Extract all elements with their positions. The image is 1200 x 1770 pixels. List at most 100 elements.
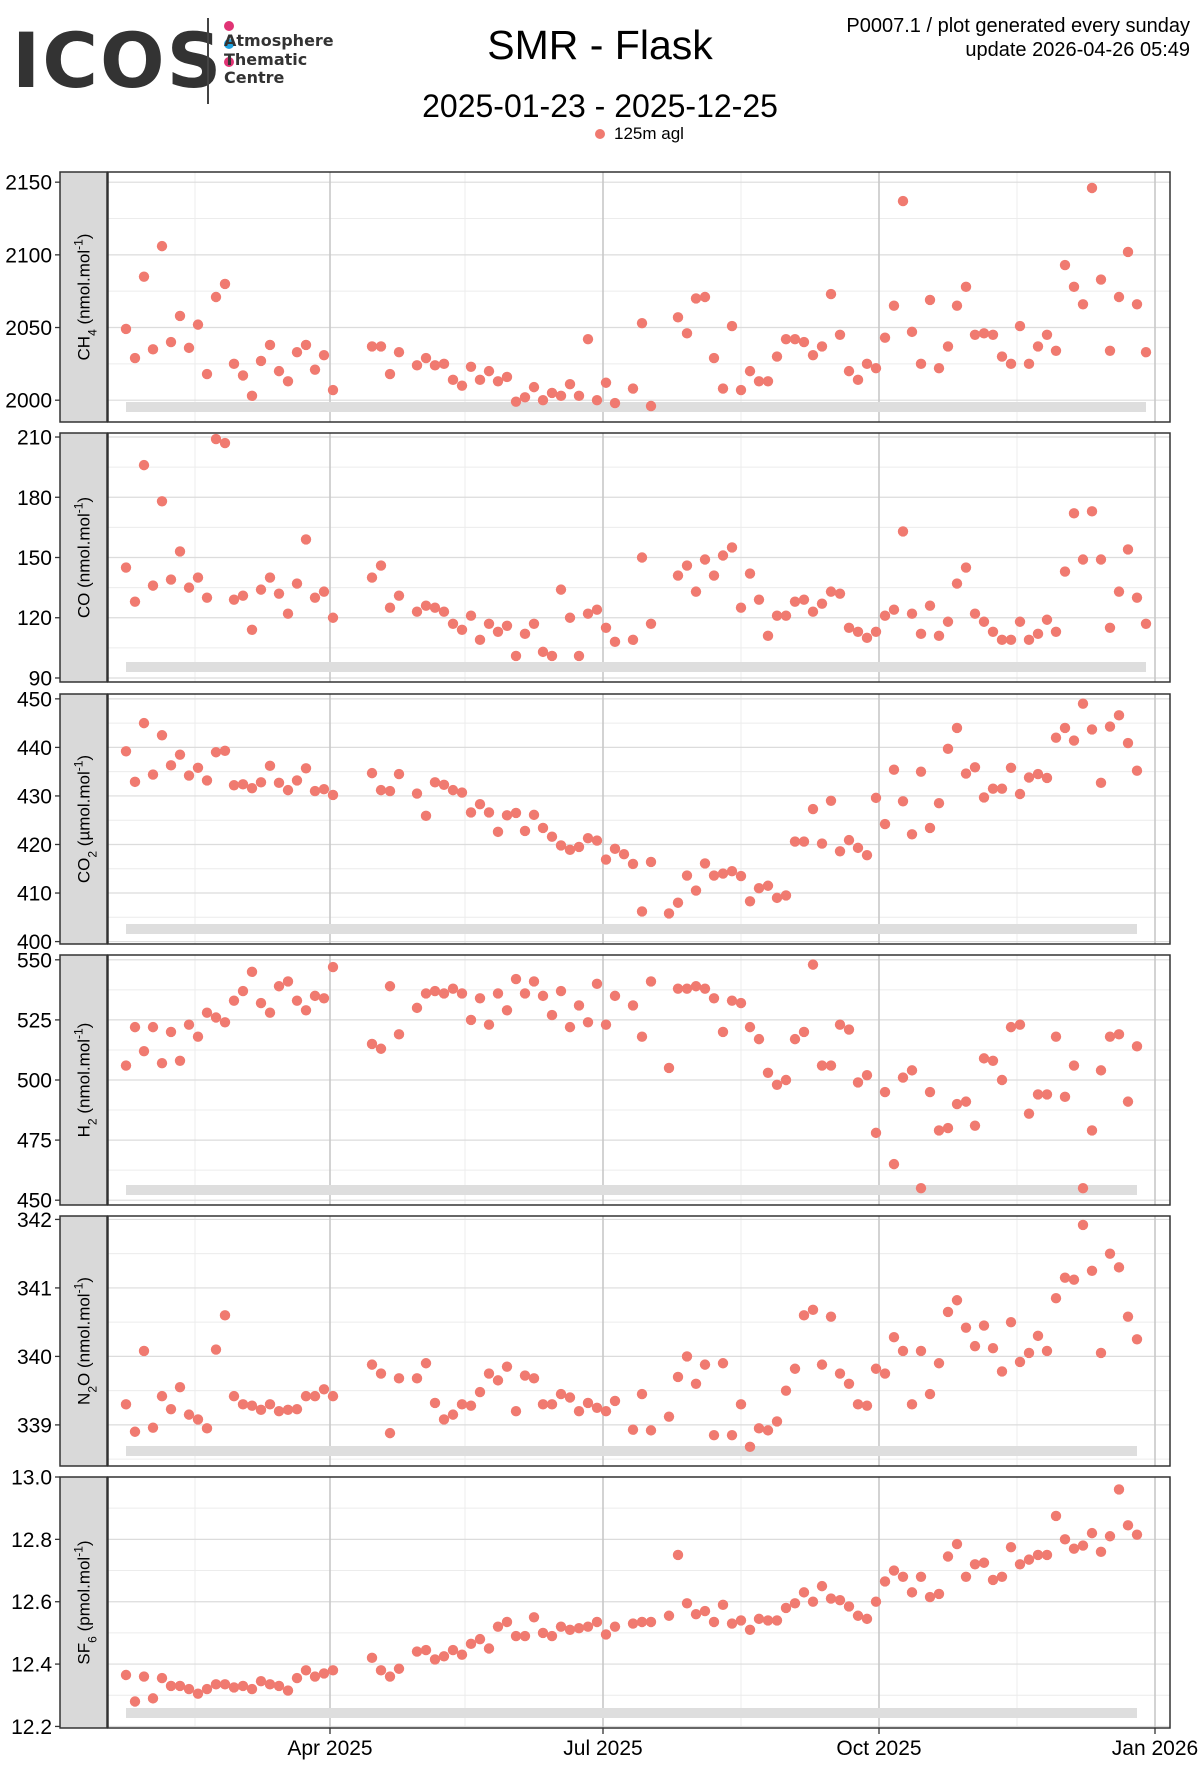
data-point bbox=[264, 1399, 276, 1410]
data-point bbox=[1023, 634, 1035, 646]
data-point bbox=[1113, 1262, 1125, 1273]
data-point bbox=[861, 849, 873, 861]
data-point bbox=[861, 632, 873, 644]
data-point bbox=[192, 1031, 204, 1042]
data-point bbox=[120, 562, 132, 573]
data-point bbox=[987, 329, 999, 340]
facet-strip bbox=[59, 171, 108, 423]
data-point bbox=[600, 854, 612, 865]
data-point bbox=[744, 1441, 756, 1453]
y-tick-label: 450 bbox=[17, 1190, 52, 1213]
data-point bbox=[816, 1060, 828, 1071]
data-point bbox=[327, 612, 339, 623]
data-point bbox=[888, 300, 900, 311]
data-point bbox=[879, 1368, 891, 1379]
chart-title: SMR - Flask bbox=[487, 22, 713, 68]
data-point bbox=[519, 1630, 531, 1642]
data-point bbox=[411, 1002, 423, 1014]
data-point bbox=[174, 310, 186, 322]
data-point bbox=[366, 572, 378, 583]
data-point bbox=[1131, 765, 1143, 776]
data-point bbox=[420, 1644, 432, 1656]
data-point bbox=[816, 838, 828, 849]
data-point bbox=[147, 1422, 159, 1433]
data-point bbox=[861, 1069, 873, 1081]
data-point bbox=[672, 1549, 684, 1561]
logo-sub-line-2: Thematic bbox=[224, 49, 308, 69]
data-point bbox=[564, 844, 576, 856]
data-point bbox=[906, 1587, 918, 1598]
data-point bbox=[492, 1375, 504, 1386]
data-point bbox=[201, 1423, 213, 1434]
data-point bbox=[1077, 1540, 1089, 1551]
data-point bbox=[438, 606, 450, 617]
data-point bbox=[789, 333, 801, 345]
data-point bbox=[870, 1363, 882, 1374]
data-point bbox=[789, 1033, 801, 1045]
data-point bbox=[924, 600, 936, 611]
data-point bbox=[816, 341, 828, 352]
data-point bbox=[798, 836, 810, 847]
data-point bbox=[456, 1399, 468, 1410]
data-point bbox=[798, 1587, 810, 1598]
data-point bbox=[228, 780, 240, 791]
data-point bbox=[564, 1392, 576, 1403]
data-point bbox=[429, 1654, 441, 1665]
data-point bbox=[174, 1680, 186, 1692]
data-point bbox=[708, 570, 720, 581]
data-point bbox=[519, 988, 531, 999]
data-point bbox=[888, 1565, 900, 1576]
data-point bbox=[420, 352, 432, 364]
data-point bbox=[300, 763, 312, 774]
logo-dot-2 bbox=[224, 39, 234, 49]
data-point bbox=[1086, 1265, 1098, 1276]
y-tick-label: 90 bbox=[29, 667, 52, 690]
data-point bbox=[996, 351, 1008, 362]
y-tick-label: 500 bbox=[17, 1070, 52, 1093]
data-point bbox=[474, 374, 486, 386]
data-point bbox=[300, 1390, 312, 1402]
data-point bbox=[138, 1045, 150, 1057]
data-point bbox=[393, 347, 405, 358]
data-point bbox=[438, 779, 450, 790]
data-point bbox=[780, 1385, 792, 1396]
data-point bbox=[843, 622, 855, 633]
facet-strip bbox=[59, 693, 108, 945]
data-point bbox=[870, 1127, 882, 1139]
data-point bbox=[210, 1679, 222, 1690]
data-point bbox=[447, 1644, 459, 1656]
data-point bbox=[1104, 622, 1116, 633]
data-point bbox=[897, 796, 909, 807]
data-point bbox=[663, 1610, 675, 1621]
data-point bbox=[501, 1005, 513, 1016]
data-point bbox=[717, 1358, 729, 1369]
data-point bbox=[465, 361, 477, 372]
data-point bbox=[807, 1596, 819, 1607]
data-point bbox=[627, 1618, 639, 1629]
data-point bbox=[120, 1399, 132, 1410]
data-point bbox=[1122, 1520, 1134, 1531]
data-point bbox=[255, 584, 267, 595]
data-point bbox=[582, 1017, 594, 1028]
data-point bbox=[573, 1000, 585, 1011]
data-point bbox=[165, 1403, 177, 1415]
panel-co2: CO2 (µmol.mol-1) 400 410 420 430 440 450 bbox=[17, 688, 1171, 954]
data-point bbox=[789, 596, 801, 607]
data-point bbox=[897, 526, 909, 537]
data-point bbox=[483, 1643, 495, 1654]
data-point bbox=[906, 1399, 918, 1410]
data-point bbox=[735, 602, 747, 613]
data-point bbox=[300, 1005, 312, 1016]
data-point bbox=[210, 433, 222, 445]
data-point bbox=[219, 1017, 231, 1028]
data-point bbox=[762, 1067, 774, 1078]
y-tick-label: 340 bbox=[17, 1346, 52, 1369]
data-point bbox=[825, 288, 837, 300]
data-point bbox=[1014, 616, 1026, 627]
data-point bbox=[1077, 554, 1089, 565]
data-point bbox=[1068, 1060, 1080, 1071]
data-point bbox=[1023, 772, 1035, 783]
data-point bbox=[600, 377, 612, 388]
data-point bbox=[771, 892, 783, 904]
data-point bbox=[327, 384, 339, 396]
